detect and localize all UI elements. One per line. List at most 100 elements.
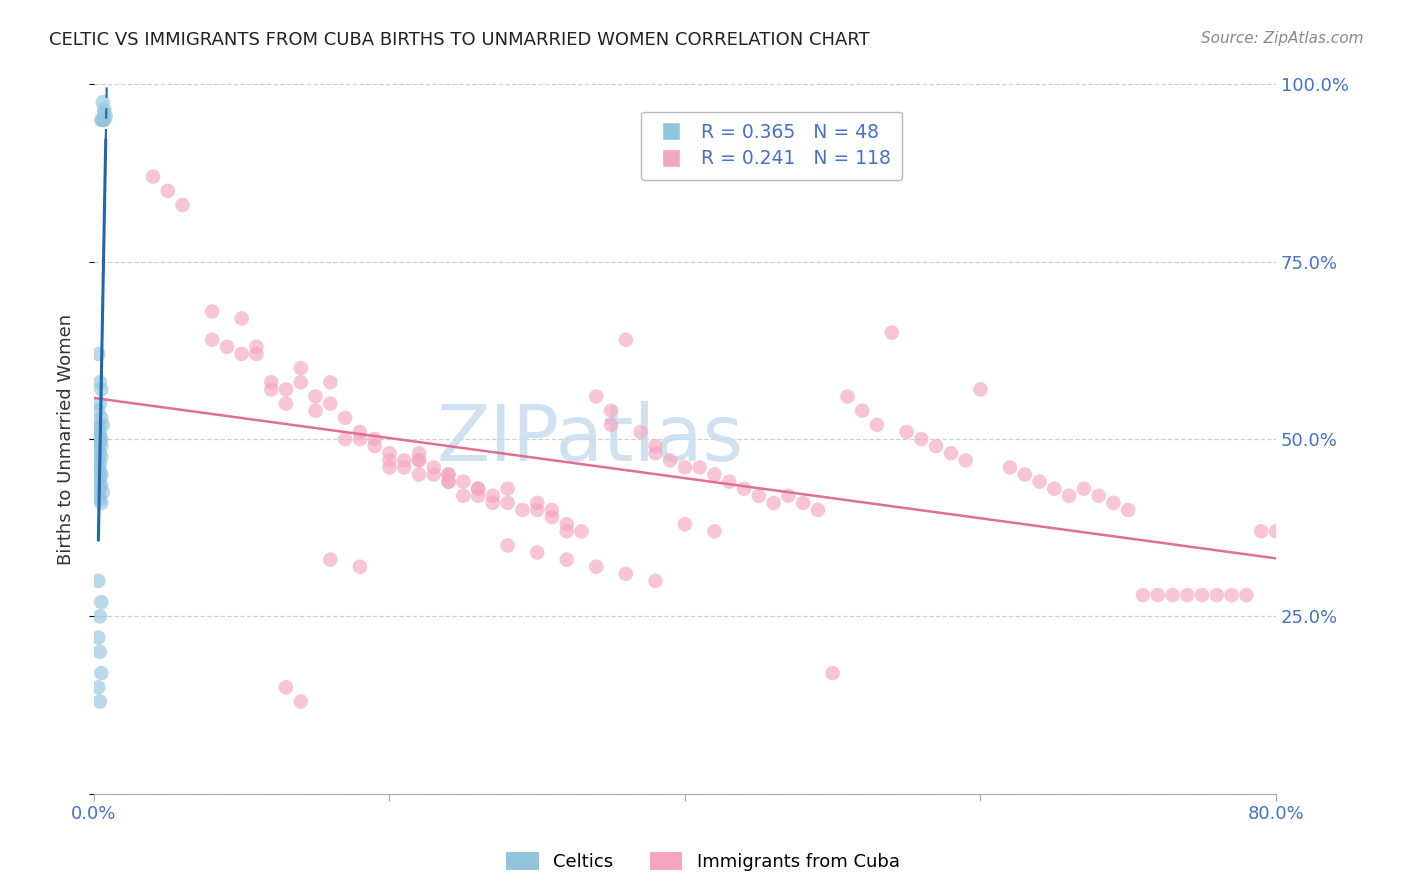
Point (89, 609, 111, 624)
Point (1102, 496, 1125, 510)
Point (526, 496, 548, 510)
Point (1028, 475, 1050, 489)
Point (87, 453, 110, 467)
Point (87, 442, 110, 457)
Point (87, 631, 110, 645)
Point (1265, 524, 1288, 539)
Point (585, 390, 607, 404)
Point (89, 482, 111, 496)
Point (274, 383, 297, 397)
Point (378, 460, 401, 475)
Point (89, 645, 111, 659)
Point (1220, 588, 1243, 602)
Point (94, 109, 117, 123)
Point (215, 340, 238, 354)
Point (998, 460, 1021, 475)
Point (172, 198, 194, 212)
Point (93, 112, 115, 127)
Point (614, 333, 637, 347)
Point (333, 410, 356, 425)
Point (89, 457, 111, 471)
Point (1250, 524, 1272, 539)
Point (89, 376, 111, 390)
Point (87, 574, 110, 588)
Point (467, 489, 489, 503)
Point (969, 383, 991, 397)
Point (644, 439, 666, 453)
Point (600, 403, 623, 417)
Point (290, 694, 312, 708)
Point (792, 496, 814, 510)
Point (896, 425, 918, 439)
Point (1175, 588, 1198, 602)
Point (673, 517, 696, 532)
Point (90, 410, 112, 425)
Point (955, 453, 977, 467)
Point (90, 432, 112, 446)
Point (1146, 588, 1168, 602)
Point (89, 471, 111, 485)
Point (156, 184, 179, 198)
Point (880, 326, 903, 340)
Point (245, 340, 267, 354)
Point (231, 347, 253, 361)
Point (89, 425, 111, 439)
Legend: R = 0.365   N = 48, R = 0.241   N = 118: R = 0.365 N = 48, R = 0.241 N = 118 (641, 112, 903, 179)
Point (304, 403, 326, 417)
Point (482, 496, 505, 510)
Point (644, 574, 666, 588)
Point (89, 464, 111, 478)
Point (778, 489, 800, 503)
Point (245, 347, 267, 361)
Point (1205, 588, 1227, 602)
Point (392, 460, 415, 475)
Point (87, 421, 110, 435)
Point (423, 460, 446, 475)
Point (90, 666, 112, 681)
Point (1073, 482, 1095, 496)
Point (851, 403, 873, 417)
Point (496, 482, 519, 496)
Point (496, 538, 519, 552)
Point (866, 417, 889, 432)
Point (87, 475, 110, 489)
Point (319, 396, 342, 410)
Point (1161, 588, 1184, 602)
Point (467, 482, 489, 496)
Point (807, 503, 830, 517)
Point (89, 492, 111, 507)
Point (91, 112, 114, 127)
Point (703, 524, 725, 539)
Point (1087, 489, 1109, 503)
Point (733, 482, 755, 496)
Point (408, 453, 430, 467)
Point (89, 435, 111, 450)
Point (408, 446, 430, 460)
Point (378, 453, 401, 467)
Point (585, 559, 607, 574)
Point (142, 169, 165, 184)
Point (231, 311, 253, 326)
Point (349, 559, 371, 574)
Point (349, 425, 371, 439)
Point (408, 453, 430, 467)
Point (93, 105, 115, 120)
Point (91, 112, 114, 127)
Point (512, 503, 534, 517)
Point (437, 475, 460, 489)
Text: ZIPatlas: ZIPatlas (437, 401, 744, 477)
Point (1057, 489, 1080, 503)
Point (482, 489, 505, 503)
Point (762, 496, 785, 510)
Legend: Celtics, Immigrants from Cuba: Celtics, Immigrants from Cuba (499, 846, 907, 879)
Point (87, 489, 110, 503)
Point (571, 524, 593, 539)
Point (89, 417, 111, 432)
Point (89, 446, 111, 460)
Text: CELTIC VS IMMIGRANTS FROM CUBA BIRTHS TO UNMARRIED WOMEN CORRELATION CHART: CELTIC VS IMMIGRANTS FROM CUBA BIRTHS TO… (49, 31, 870, 49)
Point (363, 432, 385, 446)
Point (378, 446, 401, 460)
Point (349, 432, 371, 446)
Point (87, 460, 110, 475)
Point (91, 95, 114, 110)
